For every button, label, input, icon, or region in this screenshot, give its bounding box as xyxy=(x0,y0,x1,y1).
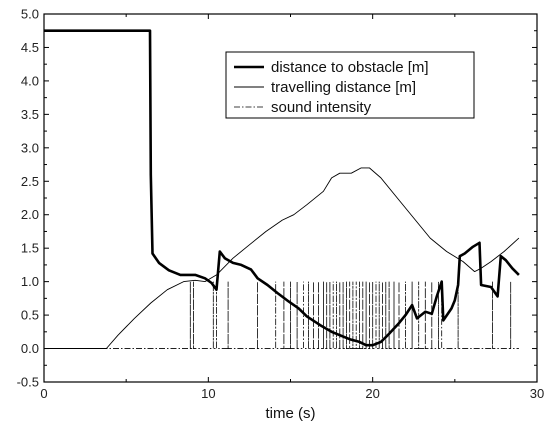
legend-box xyxy=(225,51,475,119)
y-tick-label: 2.5 xyxy=(21,174,39,189)
y-tick-label: 2.0 xyxy=(21,207,39,222)
series-line-2 xyxy=(44,281,519,349)
series-line-1 xyxy=(44,167,520,349)
y-tick-label: -0.5 xyxy=(17,375,39,390)
legend-label-2: sound intensity xyxy=(271,99,372,116)
x-tick-label: 0 xyxy=(40,386,47,401)
y-tick-label: 4.0 xyxy=(21,73,39,88)
y-tick-label: 1.0 xyxy=(21,274,39,289)
y-tick-label: 1.5 xyxy=(21,241,39,256)
y-tick-label: 3.0 xyxy=(21,140,39,155)
x-tick-label: 30 xyxy=(530,386,544,401)
x-tick-label: 20 xyxy=(365,386,379,401)
y-tick-label: 4.5 xyxy=(21,40,39,55)
legend-label-0: distance to obstacle [m] xyxy=(271,59,429,76)
y-tick-label: 0.0 xyxy=(21,341,39,356)
x-axis-title: time (s) xyxy=(266,405,316,422)
x-tick-label: 10 xyxy=(201,386,215,401)
y-tick-label: 0.5 xyxy=(21,308,39,323)
y-tick-label: 3.5 xyxy=(21,107,39,122)
series-group xyxy=(44,29,520,349)
legend: distance to obstacle [m] travelling dista… xyxy=(225,51,475,119)
legend-label-1: travelling distance [m] xyxy=(271,79,416,96)
axes: -0.5 0.0 0.5 1.0 1.5 2.0 2.5 3.0 3.5 4.0 4.5 5.0 0 10… xyxy=(17,7,545,402)
y-tick-label: 5.0 xyxy=(21,7,39,22)
